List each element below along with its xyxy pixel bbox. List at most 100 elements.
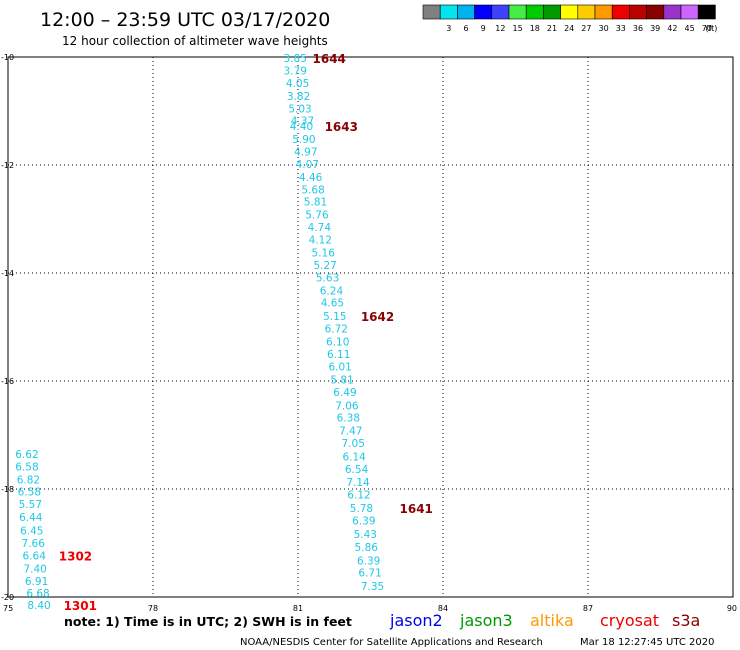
wave-height-label: 4.37 xyxy=(291,116,314,128)
legend-swatch xyxy=(577,4,596,20)
legend-swatch xyxy=(594,4,613,20)
x-tick-label: 84 xyxy=(438,604,448,613)
wave-height-label: 6.54 xyxy=(345,464,369,476)
wave-height-label: 6.44 xyxy=(19,512,43,524)
wave-height-label: 4.12 xyxy=(309,235,332,247)
wave-height-label: 7.06 xyxy=(335,400,359,412)
wave-height-label: 5.27 xyxy=(313,260,336,272)
y-tick-label: -20 xyxy=(1,593,14,602)
legend-swatch xyxy=(646,4,665,20)
track-labels: 1644 1643 1642 1641 1302 1301 xyxy=(59,52,433,613)
legend-tick-label: 9 xyxy=(481,24,486,33)
legend-swatch xyxy=(439,4,458,20)
wave-height-label: 4.74 xyxy=(308,222,332,234)
legend-tick-label: 45 xyxy=(685,24,695,33)
wave-height-label: 6.12 xyxy=(347,489,370,501)
wave-height-label: 5.16 xyxy=(312,247,336,259)
wave-height-label: 5.86 xyxy=(355,542,379,554)
legend-tick-label: 42 xyxy=(667,24,677,33)
wave-height-label: 5.15 xyxy=(323,311,346,323)
legend-swatch xyxy=(611,4,630,20)
wave-height-label: 8.40 xyxy=(27,600,50,612)
legend-tick-label: 30 xyxy=(599,24,609,33)
wave-height-label: 6.68 xyxy=(26,588,49,600)
legend-swatch xyxy=(474,4,493,20)
wave-height-label: 6.24 xyxy=(320,285,344,297)
wave-height-label: 5.90 xyxy=(292,134,315,146)
y-axis-ticks: -10 -12 -14 -16 -18 -20 xyxy=(1,53,14,602)
wave-height-label: 6.38 xyxy=(337,413,360,425)
legend-swatch xyxy=(697,4,716,20)
wave-height-label: 6.49 xyxy=(333,387,356,399)
y-tick-label: -16 xyxy=(1,377,14,386)
track-time-label: 1641 xyxy=(400,502,433,516)
wave-height-label: 5.76 xyxy=(305,210,329,222)
x-tick-label: 78 xyxy=(148,604,158,613)
wave-height-label: 4.40 xyxy=(290,121,313,133)
wave-height-label: 7.35 xyxy=(361,581,384,593)
wave-height-label: 5.68 xyxy=(301,184,324,196)
legend-tick-label: 6 xyxy=(463,24,468,33)
x-tick-label: 90 xyxy=(727,604,737,613)
wave-height-label: 7.47 xyxy=(339,426,362,438)
satellite-name: altika xyxy=(530,611,574,630)
x-tick-label: 87 xyxy=(583,604,593,613)
wave-height-label: 5.03 xyxy=(288,103,311,115)
satellite-name: jason2 xyxy=(389,611,443,630)
grid xyxy=(8,57,733,597)
legend-swatch xyxy=(422,4,441,20)
y-tick-label: -18 xyxy=(1,485,14,494)
track-time-label: 1642 xyxy=(361,310,394,324)
satellite-legend: jason2 jason3 altika cryosat s3a xyxy=(389,611,700,630)
wave-height-label: 6.58 xyxy=(18,487,41,499)
legend-swatch xyxy=(525,4,544,20)
wave-height-label: 6.45 xyxy=(20,526,43,538)
x-axis-ticks: 75 78 81 84 87 90 xyxy=(3,604,737,613)
legend-tick-label: 3 xyxy=(446,24,451,33)
wave-height-label: 6.82 xyxy=(17,474,40,486)
legend-swatch xyxy=(663,4,682,20)
satellite-name: jason3 xyxy=(459,611,513,630)
wave-height-label: 5.57 xyxy=(19,499,42,511)
legend-tick-label: 12 xyxy=(495,24,505,33)
wave-height-label: 6.10 xyxy=(326,337,349,349)
wave-height-label: 6.11 xyxy=(327,349,350,361)
wave-height-label: 6.58 xyxy=(15,461,38,473)
wave-height-label: 4.05 xyxy=(286,78,309,90)
footer-note: note: 1) Time is in UTC; 2) SWH is in fe… xyxy=(64,614,352,629)
satellite-name: s3a xyxy=(672,611,700,630)
legend-swatch xyxy=(543,4,561,20)
wave-height-label: 6.14 xyxy=(342,452,366,464)
y-tick-label: -12 xyxy=(1,161,14,170)
color-scale-legend: 3 6 9 12 15 18 21 24 27 30 33 36 39 42 45 70(ft) xyxy=(422,4,717,33)
wave-height-label: 6.62 xyxy=(15,449,38,461)
legend-unit: (ft) xyxy=(705,24,717,33)
wave-height-label: 3.79 xyxy=(284,66,307,78)
wave-height-label: 7.66 xyxy=(22,538,46,550)
legend-tick-label: 24 xyxy=(564,24,574,33)
legend-swatch xyxy=(629,4,647,20)
satellite-name: cryosat xyxy=(600,611,659,630)
legend-tick-label: 36 xyxy=(633,24,643,33)
chart-subtitle: 12 hour collection of altimeter wave hei… xyxy=(62,34,328,48)
wave-height-label: 3.85 xyxy=(284,53,307,65)
legend-tick-label: 70 xyxy=(702,24,712,33)
wave-height-label: 5.81 xyxy=(330,374,353,386)
x-tick-label: 81 xyxy=(293,604,303,613)
legend-swatch xyxy=(508,4,527,20)
legend-swatch xyxy=(680,4,699,20)
wave-height-label: 5.81 xyxy=(304,197,327,209)
wave-height-label: 6.01 xyxy=(328,361,351,373)
wave-height-label: 7.40 xyxy=(23,563,46,575)
wave-height-label: 6.72 xyxy=(325,324,348,336)
legend-tick-label: 18 xyxy=(530,24,540,33)
wave-height-label: 7.14 xyxy=(346,477,370,489)
track-time-label: 1301 xyxy=(64,599,97,613)
plot-frame xyxy=(7,56,734,598)
wave-height-label: 5.63 xyxy=(316,272,339,284)
legend-tick-label: 15 xyxy=(513,24,523,33)
legend-tick-label: 21 xyxy=(547,24,557,33)
x-tick-label: 75 xyxy=(3,604,13,613)
wave-height-label: 6.39 xyxy=(352,515,375,527)
